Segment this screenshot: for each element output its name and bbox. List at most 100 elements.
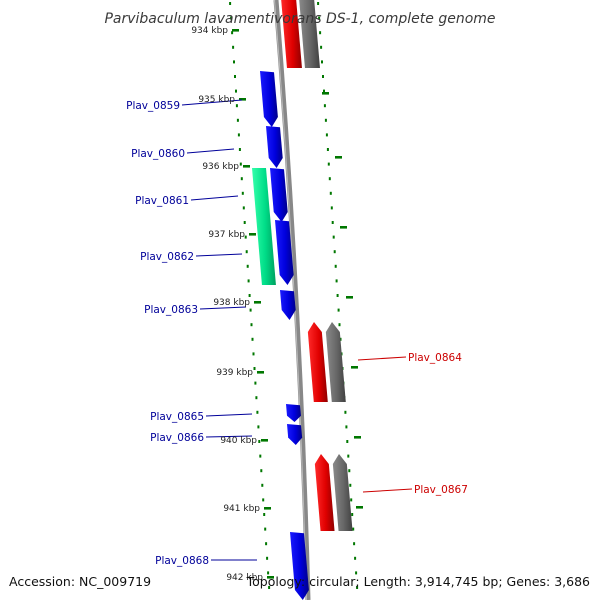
- cds-arrow-forward: [287, 424, 303, 445]
- ruler-tick: [335, 156, 342, 159]
- ruler-dot-inner: [243, 221, 246, 224]
- cds-arrow-forward: [260, 71, 278, 127]
- ruler-dot-outer: [323, 104, 326, 108]
- gene-arrow-reverse: [299, 0, 320, 68]
- ruler-dot-inner: [236, 118, 239, 122]
- gene-label-plav-0866[interactable]: Plav_0866: [150, 432, 204, 444]
- ruler-dot-inner: [251, 337, 254, 341]
- ruler-dot-outer: [339, 337, 342, 341]
- gene-label-plav-0861[interactable]: Plav_0861: [135, 195, 189, 207]
- ruler-dot-outer: [350, 498, 353, 502]
- ruler-dot-outer: [345, 425, 348, 429]
- ruler-dot-inner: [266, 556, 269, 560]
- ruler-dot-inner: [249, 308, 252, 312]
- gene-labels: Plav_0859 Plav_0860 Plav_0861 Plav_0862 Plav…: [126, 100, 468, 567]
- ruler-dot-inner: [256, 410, 259, 414]
- label-leader-lines: [181, 99, 413, 561]
- ruler-dot-outer: [318, 16, 321, 20]
- ruler-dot-inner: [262, 498, 265, 502]
- ruler-dot-inner: [265, 542, 268, 546]
- ruler-dot-outer: [356, 586, 359, 589]
- gene-label-plav-0860[interactable]: Plav_0860: [131, 148, 185, 160]
- ruler-tick: [264, 507, 271, 510]
- ruler-dot-outer: [354, 556, 357, 560]
- label-leader-line: [357, 356, 407, 361]
- ruler-dot-inner: [254, 381, 257, 385]
- ruler-dot-outer: [328, 177, 331, 181]
- ruler-dot-outer: [331, 221, 334, 224]
- ruler-tick: [322, 92, 329, 95]
- ruler-tick: [243, 165, 250, 168]
- ruler-dot-outer: [319, 31, 322, 35]
- cds-arrow-reverse: [307, 322, 328, 402]
- gene-label-plav-0865[interactable]: Plav_0865: [150, 411, 204, 423]
- ruler-dot-outer: [337, 308, 340, 312]
- label-leader-line: [181, 99, 243, 106]
- gene-label-plav-0862[interactable]: Plav_0862: [140, 251, 194, 263]
- cds-arrow-reverse: [281, 0, 302, 68]
- ruler-dot-inner: [234, 75, 236, 78]
- ruler-dot-inner: [241, 191, 244, 195]
- label-leader-line: [205, 413, 253, 417]
- ruler-dot-outer: [336, 294, 339, 297]
- topology-text: Topology: circular; Length: 3,914,745 bp…: [246, 574, 590, 589]
- ruler-dot-outer: [321, 60, 323, 64]
- cds-arrow-forward: [266, 126, 283, 168]
- ruler-dot-outer: [334, 264, 337, 268]
- ruler-dot-inner: [230, 16, 233, 20]
- gene-arrow-reverse: [325, 322, 346, 402]
- ruler-dot-outer: [329, 191, 332, 195]
- ruler-dot-inner: [246, 264, 249, 268]
- gene-label-plav-0859[interactable]: Plav_0859: [126, 100, 180, 112]
- ruler-dot-inner: [259, 454, 262, 458]
- gene-features: [252, 0, 353, 600]
- rna-feature-bar: [252, 168, 276, 285]
- ruler-dot-inner: [239, 162, 242, 166]
- ruler-dot-inner: [233, 60, 235, 64]
- ruler-dot-outer: [333, 250, 336, 254]
- ruler-dot-inner: [247, 279, 250, 283]
- gene-label-plav-0868[interactable]: Plav_0868: [155, 555, 209, 567]
- ruler-dot-inner: [263, 513, 266, 516]
- gene-label-plav-0863[interactable]: Plav_0863: [144, 304, 198, 316]
- gene-arrow-reverse: [332, 454, 353, 531]
- gene-label-plav-0864[interactable]: Plav_0864: [408, 352, 462, 364]
- ruler-tick: [254, 301, 261, 304]
- ruler-dot-outer: [332, 235, 335, 239]
- kbp-tick-label: 934 kbp: [191, 26, 228, 36]
- ruler-dot-outer: [344, 410, 347, 414]
- ruler-dot-inner: [252, 352, 255, 356]
- map-title: Parvibaculum lavamentivorans DS-1, compl…: [104, 11, 495, 27]
- ruler-dot-outer: [324, 118, 327, 122]
- ruler-dot-inner: [231, 31, 234, 35]
- ruler-dot-inner: [268, 586, 271, 589]
- cds-arrow-forward: [275, 220, 294, 285]
- ruler-tick: [351, 366, 358, 369]
- ruler-dot-inner: [235, 89, 237, 93]
- ruler-dot-outer: [346, 440, 349, 443]
- label-leader-line: [190, 195, 239, 201]
- ruler-dot-outer: [320, 45, 323, 49]
- ruler-dot-inner: [261, 483, 264, 487]
- ruler-dot-inner: [258, 440, 261, 443]
- label-leader-line: [362, 488, 413, 493]
- kbp-tick-label: 940 kbp: [220, 436, 257, 446]
- label-leader-line: [199, 306, 247, 310]
- ruler-dot-inner: [264, 527, 267, 531]
- ruler-dot-inner: [267, 571, 270, 575]
- ruler-dot-inner: [244, 235, 247, 239]
- ruler-dot-inner: [255, 396, 258, 400]
- ruler-dot-outer: [338, 323, 341, 327]
- ruler-dot-outer: [347, 454, 350, 458]
- ruler-tick: [232, 29, 239, 32]
- ruler-dot-inner: [237, 133, 240, 137]
- ruler-dot-inner: [257, 425, 260, 429]
- gene-label-plav-0867[interactable]: Plav_0867: [414, 484, 468, 496]
- label-leader-line: [195, 253, 243, 257]
- ruler-dot-inner: [260, 469, 263, 473]
- ruler-dot-inner: [245, 250, 248, 254]
- cds-arrow-forward: [290, 532, 309, 600]
- ruler-tick: [340, 226, 347, 229]
- ruler-dot-outer: [323, 89, 325, 93]
